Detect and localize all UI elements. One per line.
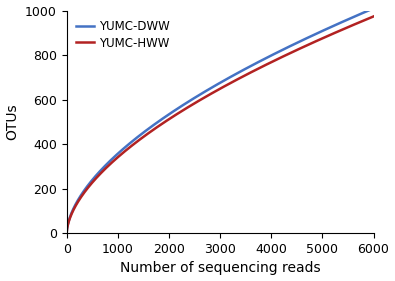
YUMC-HWW — [306, 43, 310, 46]
X-axis label: Number of sequencing reads: Number of sequencing reads — [120, 261, 320, 275]
YUMC-HWW — [80, 193, 85, 197]
YUMC-DWW — [371, 7, 376, 10]
YUMC-HWW — [371, 15, 376, 18]
YUMC-HWW — [64, 230, 69, 234]
YUMC-DWW — [214, 83, 218, 87]
Y-axis label: OTUs: OTUs — [6, 104, 20, 140]
YUMC-DWW — [306, 36, 310, 39]
YUMC-HWW — [214, 89, 218, 93]
YUMC-DWW — [80, 191, 85, 195]
Line: YUMC-HWW: YUMC-HWW — [67, 16, 374, 232]
Line: YUMC-DWW: YUMC-DWW — [67, 8, 374, 232]
YUMC-DWW — [64, 230, 69, 234]
YUMC-HWW — [205, 94, 210, 97]
YUMC-HWW — [362, 19, 367, 22]
YUMC-DWW — [362, 11, 367, 14]
YUMC-DWW — [362, 10, 367, 14]
YUMC-HWW — [362, 19, 367, 22]
Legend: YUMC-DWW, YUMC-HWW: YUMC-DWW, YUMC-HWW — [73, 17, 173, 53]
YUMC-DWW — [205, 88, 210, 92]
